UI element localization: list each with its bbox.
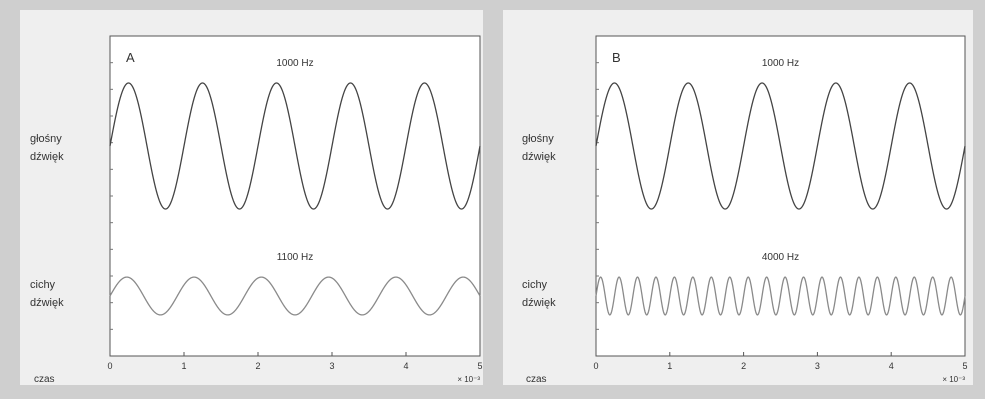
series-side-label: dźwięk: [30, 151, 64, 163]
x-tick-label: 5: [962, 361, 967, 371]
x-tick-label: 0: [107, 361, 112, 371]
series-side-label: dźwięk: [30, 297, 64, 309]
series-line: [109, 82, 481, 210]
series-title: 1000 Hz: [762, 58, 799, 69]
x-axis-label: czas: [34, 374, 55, 385]
x-tick-label: 2: [255, 361, 260, 371]
x-tick-label: 3: [815, 361, 820, 371]
x-tick-label: 5: [477, 361, 482, 371]
x-tick-label: 4: [403, 361, 408, 371]
x-tick-label: 0: [593, 361, 598, 371]
plot-area: [109, 35, 481, 357]
x-tick-label: 1: [181, 361, 186, 371]
series-side-label: dźwięk: [522, 151, 556, 163]
series-side-label: głośny: [522, 133, 554, 145]
x-exponent-label: × 10⁻³: [457, 375, 480, 384]
panel-label: A: [126, 50, 135, 65]
panel-a: A 0 1 2 3 4 5 czas × 10⁻³ 1000 Hz głośny dźwięk 1100…: [20, 10, 483, 385]
panel-label: B: [612, 50, 621, 65]
series-side-label: głośny: [30, 133, 62, 145]
x-axis-label: czas: [526, 374, 547, 385]
panel-b: B 0 1 2 3 4 5 czas × 10⁻³ 1000 Hz głośny dźwięk 4000…: [503, 10, 973, 385]
x-tick-label: 4: [889, 361, 894, 371]
x-exponent-label: × 10⁻³: [942, 375, 965, 384]
series-title: 1100 Hz: [277, 252, 314, 263]
plot-area: [595, 35, 966, 357]
x-tick-label: 1: [667, 361, 672, 371]
series-title: 1000 Hz: [276, 58, 313, 69]
series-line: [595, 82, 966, 210]
x-tick-label: 2: [741, 361, 746, 371]
series-line: [595, 276, 966, 316]
series-line: [109, 276, 481, 316]
x-tick-label: 3: [329, 361, 334, 371]
series-side-label: cichy: [30, 279, 56, 291]
series-title: 4000 Hz: [762, 252, 799, 263]
series-side-label: dźwięk: [522, 297, 556, 309]
series-side-label: cichy: [522, 279, 548, 291]
